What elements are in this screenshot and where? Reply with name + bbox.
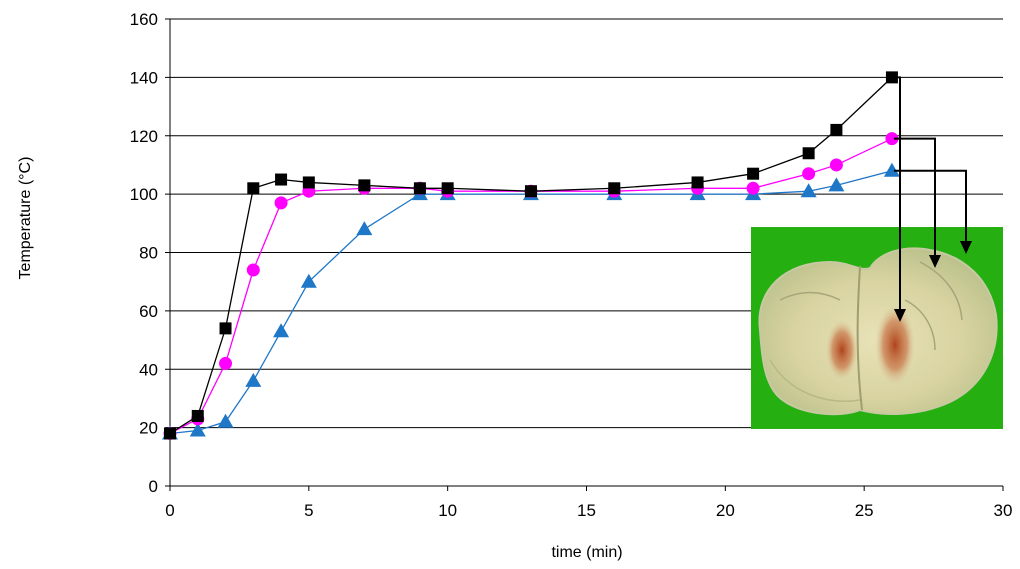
data-point-square bbox=[302, 176, 315, 189]
x-tick-label: 10 bbox=[438, 501, 457, 520]
x-tick-label: 0 bbox=[165, 501, 174, 520]
y-tick-label: 0 bbox=[149, 477, 158, 496]
data-point-square bbox=[885, 71, 898, 84]
x-tick-label: 25 bbox=[855, 501, 874, 520]
data-point-square bbox=[691, 176, 704, 189]
annotation-arrow bbox=[893, 137, 936, 256]
series-line bbox=[169, 170, 893, 435]
y-tick-label: 20 bbox=[139, 419, 158, 438]
data-point-triangle bbox=[245, 372, 262, 387]
y-tick-label: 120 bbox=[130, 127, 158, 146]
data-point-triangle bbox=[300, 273, 317, 288]
series-triangle bbox=[162, 162, 900, 440]
x-tick-label: 20 bbox=[716, 501, 735, 520]
y-tick-label: 80 bbox=[139, 244, 158, 263]
annotation-arrows bbox=[893, 76, 972, 322]
data-point-square bbox=[219, 322, 232, 335]
data-point-square bbox=[524, 185, 537, 198]
data-point-triangle bbox=[883, 162, 900, 177]
data-point-square bbox=[413, 182, 426, 195]
annotation-arrow bbox=[893, 76, 901, 310]
x-tick-label: 5 bbox=[304, 501, 313, 520]
data-point-circle bbox=[802, 167, 816, 181]
data-point-triangle bbox=[217, 413, 234, 428]
data-point-circle bbox=[829, 158, 843, 172]
y-tick-label: 160 bbox=[130, 10, 158, 29]
data-point-square bbox=[164, 427, 176, 440]
data-point-square bbox=[191, 409, 204, 422]
data-point-triangle bbox=[828, 177, 845, 192]
cabbage-cross-section-photo bbox=[751, 227, 1003, 429]
y-tick-label: 140 bbox=[130, 68, 158, 87]
y-tick-label: 100 bbox=[130, 185, 158, 204]
data-point-triangle bbox=[189, 422, 206, 437]
y-tick-label: 40 bbox=[139, 360, 158, 379]
data-point-circle bbox=[274, 196, 288, 210]
y-axis-title: Temperature (°C) bbox=[17, 157, 34, 280]
x-tick-label: 15 bbox=[577, 501, 596, 520]
data-point-square bbox=[830, 123, 843, 136]
arrow-head bbox=[894, 309, 906, 322]
x-axis-title: time (min) bbox=[551, 544, 622, 561]
data-point-circle bbox=[219, 356, 233, 370]
data-point-triangle bbox=[356, 221, 373, 236]
data-point-circle bbox=[246, 263, 260, 277]
series-square bbox=[164, 71, 898, 440]
data-point-triangle bbox=[273, 323, 290, 338]
series-line bbox=[169, 76, 893, 435]
y-tick-label: 60 bbox=[139, 302, 158, 321]
tick-labels: 0 20 40 60 80 100 120 140 160 0 5 10 15 20 25 30 bbox=[130, 10, 1013, 520]
x-tick-label: 30 bbox=[994, 501, 1013, 520]
annotation-arrow bbox=[893, 169, 967, 242]
data-point-square bbox=[275, 173, 288, 186]
arrow-head bbox=[929, 255, 941, 268]
data-point-square bbox=[247, 182, 260, 195]
series-group bbox=[162, 71, 900, 440]
data-point-square bbox=[441, 182, 454, 195]
series-line bbox=[169, 138, 893, 435]
arrow-head bbox=[960, 241, 972, 254]
data-point-square bbox=[358, 179, 371, 192]
data-point-triangle bbox=[800, 183, 817, 198]
data-point-square bbox=[802, 147, 815, 160]
data-point-circle bbox=[746, 181, 760, 195]
data-point-square bbox=[747, 167, 760, 180]
data-point-square bbox=[608, 182, 621, 195]
data-point-circle bbox=[885, 132, 899, 146]
